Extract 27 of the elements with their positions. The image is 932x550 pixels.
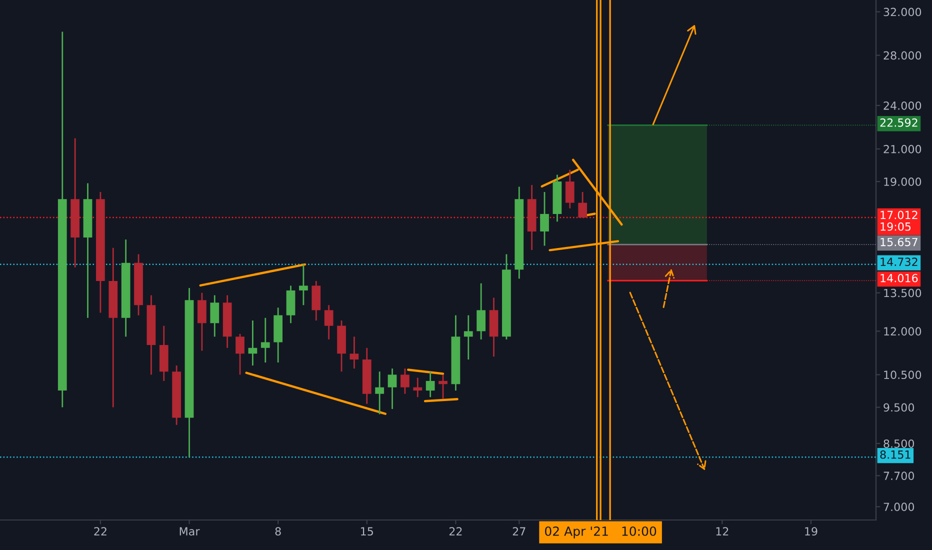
x-tick-label: 8 <box>275 527 281 536</box>
y-tick-label: 21.000 <box>884 144 922 154</box>
ref-line-label: 22.592 <box>880 118 918 127</box>
ref-line-label: 15.657 <box>880 238 918 246</box>
ref-line-label: 14.016 <box>880 274 918 282</box>
x-tick-label: 19 <box>805 527 818 536</box>
y-tick-label: 7.000 <box>884 502 914 512</box>
y-tick-label: 19.000 <box>884 178 922 186</box>
y-tick-label: 13.500 <box>884 288 922 298</box>
x-tick-label: 27 <box>512 527 526 536</box>
y-tick-label: 28.000 <box>884 51 922 60</box>
y-tick-label: 8.500 <box>884 439 914 448</box>
x-tick-label: 22 <box>94 527 106 536</box>
y-tick-label: 10.500 <box>884 370 922 380</box>
x-tick-label: 22 <box>449 527 462 536</box>
y-tick-label: 12.000 <box>884 327 922 336</box>
x-tick-label: 15 <box>361 527 373 536</box>
ref-line-label: 17.012 19:05 <box>880 210 918 231</box>
y-tick-label: 7.700 <box>884 472 914 480</box>
x-tick-label: 12 <box>716 527 728 536</box>
x-tick-label: Mar <box>180 527 200 536</box>
ref-line-label: 8.151 <box>880 450 910 459</box>
y-tick-label: 9.500 <box>884 403 914 412</box>
y-tick-label: 32.000 <box>884 8 922 16</box>
ref-line-label: 14.732 <box>880 258 918 266</box>
ref-line-label: 02 Apr '21 10:00 <box>545 526 656 538</box>
y-tick-label: 24.000 <box>884 101 922 110</box>
